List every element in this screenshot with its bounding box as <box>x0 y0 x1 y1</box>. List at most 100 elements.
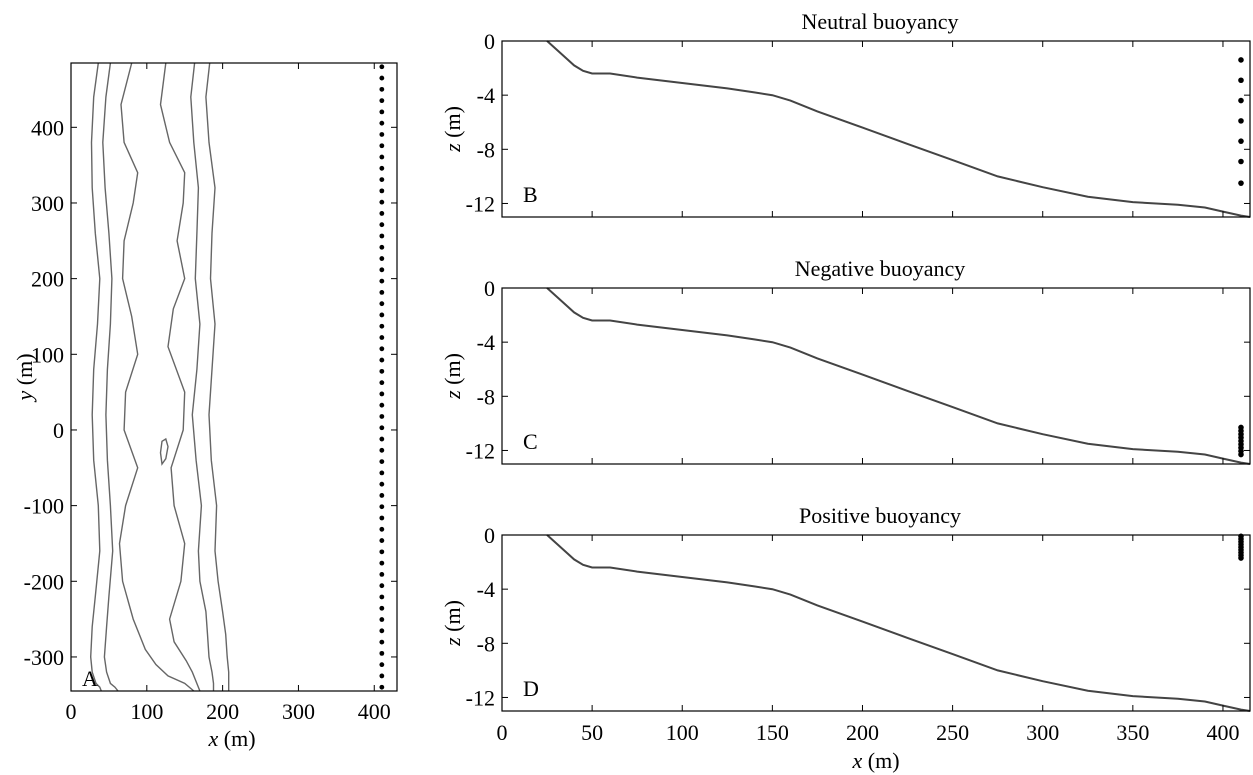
release-point <box>379 526 385 532</box>
x-tick-label: 300 <box>282 699 315 724</box>
y-tick-label: -300 <box>24 645 64 670</box>
particle-point <box>1238 158 1244 165</box>
x-tick-label: 0 <box>66 699 77 724</box>
release-point <box>379 357 385 363</box>
bathymetry-line <box>546 287 1251 465</box>
panel-label: D <box>523 676 539 701</box>
release-point <box>379 86 385 92</box>
release-point <box>379 289 385 295</box>
y-tick-label: -100 <box>24 494 64 519</box>
y-axis-label: z (m) <box>440 600 465 647</box>
release-point <box>379 256 385 261</box>
release-point <box>379 323 385 329</box>
y-axis-label-var: z <box>440 637 465 647</box>
y-tick-label: 0 <box>484 523 495 548</box>
y-axis-label-unit: (m) <box>12 353 37 390</box>
release-point <box>379 673 385 679</box>
release-point <box>379 301 385 307</box>
release-point <box>379 470 385 476</box>
x-tick-label: 200 <box>206 699 239 724</box>
y-tick-label: -4 <box>477 330 495 355</box>
release-point <box>379 267 385 273</box>
release-point <box>379 211 385 216</box>
release-point <box>379 154 385 160</box>
release-point <box>379 312 385 318</box>
x-axis-label-var: x <box>851 748 862 773</box>
x-tick-label: 400 <box>358 699 391 724</box>
release-point <box>379 436 385 442</box>
y-tick-label: 100 <box>31 342 64 367</box>
y-axis-label-var: z <box>440 143 465 153</box>
y-axis-label-var: z <box>440 390 465 400</box>
depth-contour-5 <box>190 62 215 691</box>
release-point <box>379 662 385 668</box>
release-point <box>379 165 385 171</box>
y-tick-label: -8 <box>477 384 495 409</box>
release-point <box>379 583 385 589</box>
depth-contour-1 <box>89 62 102 692</box>
y-tick-label: -8 <box>477 137 495 162</box>
x-tick-label: 50 <box>581 720 603 745</box>
x-tick-label: 300 <box>1026 720 1059 745</box>
x-tick-label: 200 <box>846 720 879 745</box>
y-tick-label: 400 <box>31 115 64 140</box>
x-axis-label: x (m) <box>851 748 899 773</box>
x-tick-label: 250 <box>936 720 969 745</box>
y-tick-label: -200 <box>24 569 64 594</box>
release-point <box>379 481 385 487</box>
release-point <box>379 188 385 194</box>
release-point <box>379 594 385 600</box>
panel-title: Positive buoyancy <box>799 503 961 528</box>
y-axis-label-unit: (m) <box>440 106 465 143</box>
release-point <box>379 617 385 622</box>
panel-label: B <box>523 182 538 207</box>
y-tick-label: 0 <box>484 276 495 301</box>
particle-point <box>1238 555 1244 561</box>
x-tick-label: 150 <box>756 720 789 745</box>
particle-point <box>1238 180 1244 186</box>
particle-point <box>1238 77 1244 84</box>
x-tick-label: 100 <box>130 699 163 724</box>
panel-d: 0 50 100 150 200 250 300 350 400 0 -4 -8 -12 Positive… <box>466 503 1251 745</box>
release-point <box>379 560 385 566</box>
particle-point <box>1238 138 1244 144</box>
y-tick-label: -12 <box>466 685 495 710</box>
release-point <box>379 515 385 521</box>
y-tick-label: -12 <box>466 438 495 463</box>
y-tick-label: 300 <box>31 191 64 216</box>
release-point <box>379 549 385 555</box>
y-axis-label-unit: (m) <box>440 353 465 390</box>
y-axis-label: z (m) <box>440 106 465 153</box>
x-axis-label: x (m) <box>207 726 255 751</box>
panel-label: C <box>523 429 538 454</box>
release-point <box>379 199 385 205</box>
release-point <box>379 684 385 690</box>
particle-point <box>1238 57 1244 63</box>
release-point <box>379 75 385 81</box>
x-axis-label-unit: (m) <box>862 748 899 773</box>
x-axis-label-unit: (m) <box>218 726 255 751</box>
release-point <box>379 368 385 374</box>
release-point <box>379 425 385 431</box>
release-point <box>379 639 385 645</box>
y-axis-label: y (m) <box>12 353 37 402</box>
panel-b: 0 -4 -8 -12 Neutral buoyancy B <box>466 9 1251 218</box>
release-point <box>379 380 385 386</box>
panel-frame <box>501 287 1251 465</box>
y-tick-label: 200 <box>31 267 64 292</box>
y-axis-label: z (m) <box>440 353 465 400</box>
release-point <box>379 346 385 352</box>
particle-point <box>1238 97 1244 104</box>
release-point <box>379 132 385 137</box>
release-point <box>379 233 385 239</box>
release-point <box>379 447 385 453</box>
release-point <box>379 335 385 340</box>
release-point <box>379 572 385 577</box>
release-point <box>379 98 385 104</box>
y-tick-label: 0 <box>53 418 64 443</box>
release-point <box>379 504 385 510</box>
depth-contour-3 <box>118 62 195 692</box>
release-point <box>379 177 385 182</box>
x-tick-label: 0 <box>497 720 508 745</box>
